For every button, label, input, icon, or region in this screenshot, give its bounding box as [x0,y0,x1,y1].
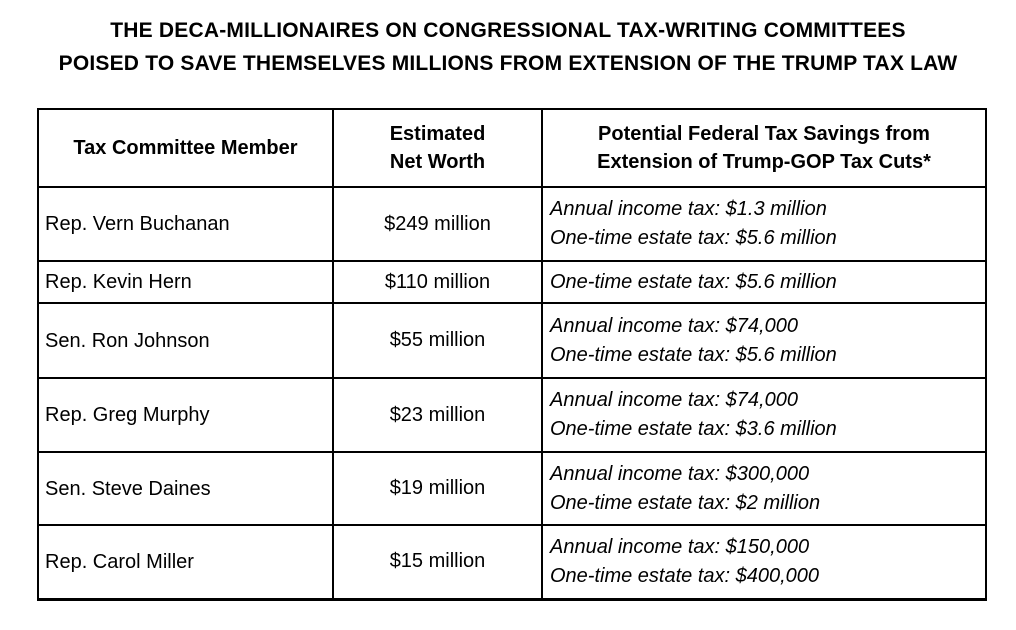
table-row: Rep. Greg Murphy $23 million Annual inco… [37,377,987,453]
table-body: Rep. Vern Buchanan $249 million Annual i… [37,186,987,600]
net-worth-cell: $110 million [332,260,543,304]
page-title: THE DECA-MILLIONAIRES ON CONGRESSIONAL T… [0,0,1016,80]
member-cell: Rep. Kevin Hern [37,260,334,304]
table-row: Sen. Steve Daines $19 million Annual inc… [37,451,987,526]
table-row: Sen. Ron Johnson $55 million Annual inco… [37,302,987,379]
member-cell: Sen. Steve Daines [37,451,334,526]
savings-cell: One-time estate tax: $5.6 million [541,260,987,304]
member-cell: Rep. Vern Buchanan [37,186,334,262]
header-row: Tax Committee Member Estimated Net Worth … [37,108,987,188]
savings-cell: Annual income tax: $74,000 One-time estat… [541,302,987,379]
page-title-line-2: POISED TO SAVE THEMSELVES MILLIONS FROM … [58,52,958,75]
header-tax-savings: Potential Federal Tax Savings from Extens… [541,108,987,188]
net-worth-cell: $15 million [332,524,543,600]
header-member: Tax Committee Member [37,108,334,188]
header-net-worth: Estimated Net Worth [332,108,543,188]
member-cell: Sen. Ron Johnson [37,302,334,379]
net-worth-cell: $19 million [332,451,543,526]
page-title-line-1: THE DECA-MILLIONAIRES ON CONGRESSIONAL T… [110,19,906,42]
net-worth-cell: $23 million [332,377,543,453]
savings-cell: Annual income tax: $300,000 One-time esta… [541,451,987,526]
tax-committee-table: Tax Committee Member Estimated Net Worth … [37,108,987,601]
net-worth-cell: $55 million [332,302,543,379]
table-row: Rep. Carol Miller $15 million Annual inc… [37,524,987,600]
savings-cell: Annual income tax: $74,000 One-time estat… [541,377,987,453]
savings-cell: Annual income tax: $150,000 One-time esta… [541,524,987,600]
table-header: Tax Committee Member Estimated Net Worth … [37,108,987,188]
table-row: Rep. Kevin Hern $110 million One-time es… [37,260,987,304]
table-row: Rep. Vern Buchanan $249 million Annual i… [37,186,987,262]
member-cell: Rep. Greg Murphy [37,377,334,453]
savings-cell: Annual income tax: $1.3 million One-time … [541,186,987,262]
net-worth-cell: $249 million [332,186,543,262]
member-cell: Rep. Carol Miller [37,524,334,600]
